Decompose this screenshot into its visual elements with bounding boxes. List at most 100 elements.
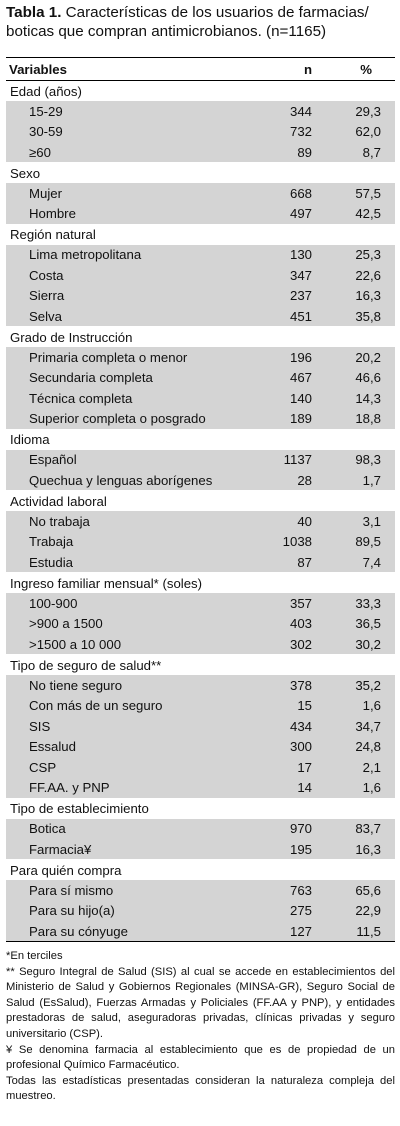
table-row: Sierra 237 16,3 (6, 285, 395, 306)
row-n: 302 (246, 634, 313, 655)
section-label: Idioma (6, 428, 395, 450)
row-n: 127 (246, 921, 313, 942)
row-percent: 11,5 (313, 921, 395, 942)
row-n: 87 (246, 552, 313, 573)
row-percent: 89,5 (313, 531, 395, 552)
row-label: FF.AA. y PNP (6, 777, 246, 798)
header-row: Variables n % (6, 57, 395, 81)
table-row: Quechua y lenguas aborígenes 28 1,7 (6, 470, 395, 491)
header-n: n (246, 57, 313, 81)
section-row: Para quién compra (6, 859, 395, 880)
footnotes: *En terciles ** Seguro Integral de Salud … (6, 949, 395, 1105)
row-label: Secundaria completa (6, 367, 246, 388)
row-percent: 1,6 (313, 777, 395, 798)
section-row: Actividad laboral (6, 490, 395, 511)
section-label: Actividad laboral (6, 490, 395, 511)
row-n: 1137 (246, 449, 313, 470)
row-n: 357 (246, 593, 313, 614)
row-label: Hombre (6, 203, 246, 224)
section-label: Para quién compra (6, 859, 395, 880)
header-percent: % (313, 57, 395, 81)
section-row: Ingreso familiar mensual* (soles) (6, 572, 395, 593)
table-row: Primaria completa o menor 196 20,2 (6, 347, 395, 368)
section-label: Tipo de establecimiento (6, 797, 395, 819)
table-row: ≥60 89 8,7 (6, 142, 395, 163)
table-row: Essalud 300 24,8 (6, 736, 395, 757)
row-label: 15-29 (6, 101, 246, 122)
row-label: Farmacia¥ (6, 839, 246, 860)
row-percent: 36,5 (313, 613, 395, 634)
table-row: Superior completa o posgrado 189 18,8 (6, 408, 395, 429)
table-row: CSP 17 2,1 (6, 757, 395, 778)
row-percent: 35,2 (313, 675, 395, 696)
row-n: 1038 (246, 531, 313, 552)
row-label: Español (6, 449, 246, 470)
row-percent: 35,8 (313, 306, 395, 327)
row-label: Mujer (6, 183, 246, 204)
row-label: CSP (6, 757, 246, 778)
table-row: Para su cónyuge 127 11,5 (6, 921, 395, 942)
row-percent: 62,0 (313, 121, 395, 142)
table-row: Farmacia¥ 195 16,3 (6, 839, 395, 860)
row-label: Essalud (6, 736, 246, 757)
row-percent: 3,1 (313, 511, 395, 532)
row-n: 467 (246, 367, 313, 388)
table-title-text: Características de los usuarios de farma… (6, 4, 369, 40)
row-label: Superior completa o posgrado (6, 408, 246, 429)
section-row: Edad (años) (6, 80, 395, 101)
row-n: 189 (246, 408, 313, 429)
section-row: Sexo (6, 162, 395, 183)
row-percent: 8,7 (313, 142, 395, 163)
row-label: Quechua y lenguas aborígenes (6, 470, 246, 491)
row-label: Costa (6, 265, 246, 286)
table-title: Tabla 1. Características de los usuarios… (6, 3, 396, 41)
row-percent: 25,3 (313, 244, 395, 265)
row-percent: 22,9 (313, 900, 395, 921)
row-label: SIS (6, 716, 246, 737)
row-percent: 33,3 (313, 593, 395, 614)
row-n: 970 (246, 818, 313, 839)
table-row: 15-29 344 29,3 (6, 101, 395, 122)
row-n: 28 (246, 470, 313, 491)
table-row: 100-900 357 33,3 (6, 593, 395, 614)
row-label: Lima metropolitana (6, 244, 246, 265)
row-label: Primaria completa o menor (6, 347, 246, 368)
row-percent: 98,3 (313, 449, 395, 470)
table-row: Mujer 668 57,5 (6, 183, 395, 204)
table-body: Edad (años) 15-29 344 29,3 30-59 732 62,0 ≥60 89… (6, 80, 395, 942)
table-row: Hombre 497 42,5 (6, 203, 395, 224)
row-percent: 42,5 (313, 203, 395, 224)
row-percent: 24,8 (313, 736, 395, 757)
footnote: ** Seguro Integral de Salud (SIS) al cua… (6, 965, 395, 1040)
table-row: Español 1137 98,3 (6, 449, 395, 470)
row-percent: 1,7 (313, 470, 395, 491)
section-row: Tipo de seguro de salud** (6, 654, 395, 675)
row-percent: 57,5 (313, 183, 395, 204)
row-percent: 34,7 (313, 716, 395, 737)
row-n: 17 (246, 757, 313, 778)
row-label: Con más de un seguro (6, 695, 246, 716)
row-label: >900 a 1500 (6, 613, 246, 634)
row-n: 347 (246, 265, 313, 286)
row-n: 196 (246, 347, 313, 368)
row-label: >1500 a 10 000 (6, 634, 246, 655)
row-label: Técnica completa (6, 388, 246, 409)
row-n: 344 (246, 101, 313, 122)
row-percent: 7,4 (313, 552, 395, 573)
row-n: 237 (246, 285, 313, 306)
row-percent: 22,6 (313, 265, 395, 286)
section-label: Sexo (6, 162, 395, 183)
row-percent: 1,6 (313, 695, 395, 716)
table-row: >1500 a 10 000 302 30,2 (6, 634, 395, 655)
row-n: 497 (246, 203, 313, 224)
table-row: Botica 970 83,7 (6, 818, 395, 839)
row-label: Para su cónyuge (6, 921, 246, 942)
row-label: Selva (6, 306, 246, 327)
row-label: Trabaja (6, 531, 246, 552)
row-label: ≥60 (6, 142, 246, 163)
section-row: Idioma (6, 428, 395, 450)
row-label: Sierra (6, 285, 246, 306)
table-row: Con más de un seguro 15 1,6 (6, 695, 395, 716)
footnote: ¥ Se denomina farmacia al establecimient… (6, 1043, 395, 1072)
row-percent: 16,3 (313, 285, 395, 306)
